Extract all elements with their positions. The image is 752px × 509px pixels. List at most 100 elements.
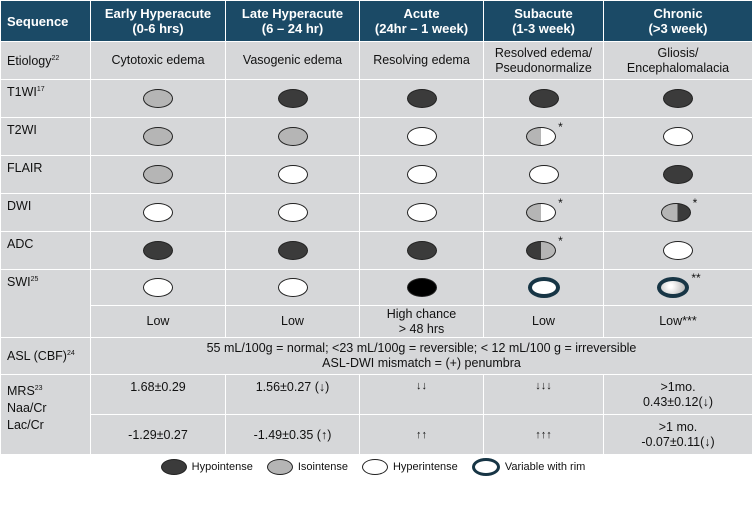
sequence-label: T2WI [0, 117, 91, 156]
signal-cell [603, 117, 752, 156]
footnote-star: * [558, 119, 563, 134]
asl-label: ASL (CBF)24 [0, 337, 91, 375]
signal-cell [90, 193, 226, 232]
signal-cell [225, 117, 360, 156]
signal-cell [90, 269, 226, 306]
mrs-lac-cell: >1 mo. -0.07±0.11(↓) [603, 414, 752, 455]
etiology-row: Etiology22 Cytotoxic edema Vasogenic ede… [0, 41, 752, 80]
signal-hypo-icon [406, 89, 437, 108]
asl-row: ASL (CBF)24 55 mL/100g = normal; <23 mL/… [0, 337, 752, 375]
signal-cell [90, 117, 226, 156]
signal-hyper-icon [406, 165, 437, 184]
signal-hyper-icon [663, 241, 693, 260]
signal-hyper-icon [143, 278, 173, 297]
signal-cell [225, 269, 360, 306]
signal-cell [225, 193, 360, 232]
legend-hypo-icon [160, 459, 187, 475]
legend-label: Hypointense [191, 461, 253, 473]
sequence-row-t2wi: T2WI * [0, 117, 752, 156]
signal-hypo-icon [143, 241, 173, 260]
signal-cell [483, 79, 604, 118]
signal-iso-hypo-icon [660, 203, 691, 222]
etiology-cell: Cytotoxic edema [90, 41, 226, 80]
etiology-cell: Vasogenic edema [225, 41, 360, 80]
mrs-lac-row: -1.29±0.27 -1.49±0.35 (↑) ↑↑ ↑↑↑ >1 mo. -… [1, 414, 752, 455]
swi-text-row: Low Low High chance > 48 hrs Low Low*** [0, 305, 752, 338]
swi-text-cell: Low*** [603, 305, 752, 338]
signal-rim-icon [527, 277, 560, 298]
signal-cell [603, 231, 752, 270]
legend-item-rim: Variable with rim [471, 458, 586, 476]
mrs-naa-cell: 1.56±0.27 (↓) [225, 374, 360, 415]
signal-hyper-icon [277, 278, 308, 297]
signal-hyper-icon [528, 165, 559, 184]
signal-cell [359, 231, 484, 270]
swi-text-cell: Low [225, 305, 360, 338]
signal-black-icon [406, 278, 437, 297]
signal-cell [483, 155, 604, 194]
mri-stroke-table: Sequence Early Hyperacute (0-6 hrs) Late … [0, 0, 752, 455]
footnote-star: * [558, 233, 563, 248]
signal-hypo-icon [277, 89, 308, 108]
etiology-cell: Resolving edema [359, 41, 484, 80]
signal-cell [359, 155, 484, 194]
sequence-row-dwi: DWI * * [0, 193, 752, 232]
legend-hyper-icon [361, 459, 388, 475]
sequence-row-t1wi: T1WI17 [0, 79, 752, 118]
signal-cell: ** [603, 269, 752, 306]
sequence-label: FLAIR [0, 155, 91, 194]
signal-hypo-icon [663, 89, 693, 108]
signal-cell: * [483, 117, 604, 156]
signal-cell [483, 269, 604, 306]
signal-hypo-icon [663, 165, 693, 184]
mrs-naa-cell: >1mo. 0.43±0.12(↓) [603, 374, 752, 415]
signal-cell: * [483, 231, 604, 270]
mrs-naa-cell: ↓↓↓ [483, 374, 604, 415]
sequence-row-flair: FLAIR [0, 155, 752, 194]
signal-cell: * [603, 193, 752, 232]
signal-cell [603, 79, 752, 118]
mrs-lac-cell: ↑↑↑ [483, 414, 604, 455]
signal-rimgrad-icon [657, 277, 690, 298]
header-sequence: Sequence [0, 0, 91, 42]
swi-text-cell: Low [483, 305, 604, 338]
legend-item-hyper: Hyperintense [361, 459, 458, 475]
footnote-star: * [692, 195, 698, 210]
signal-cell [90, 155, 226, 194]
mrs-lac-cell: ↑↑ [359, 414, 484, 455]
signal-hyper-icon [406, 127, 437, 146]
signal-iso-icon [143, 127, 173, 146]
sequence-label: ADC [0, 231, 91, 270]
legend-iso-icon [266, 459, 293, 475]
sequence-label: SWI25 [0, 269, 91, 306]
etiology-cell: Gliosis/Encephalomalacia [603, 41, 752, 80]
mrs-lac-cell: -1.49±0.35 (↑) [225, 414, 360, 455]
mrs-naa-cell: 1.68±0.29 [90, 374, 226, 415]
header-late-hyperacute: Late Hyperacute (6 – 24 hr) [225, 0, 360, 42]
signal-hyper-icon [406, 203, 437, 222]
signal-cell [90, 79, 226, 118]
signal-cell [225, 79, 360, 118]
signal-hyper-icon [143, 203, 173, 222]
signal-iso-icon [277, 127, 308, 146]
header-chronic: Chronic (>3 week) [603, 0, 752, 42]
signal-hyper-icon [277, 203, 308, 222]
signal-iso-hyper-icon [526, 203, 557, 222]
legend-label: Variable with rim [504, 461, 586, 473]
legend-label: Hyperintense [392, 461, 458, 473]
signal-hypo-iso-icon [526, 241, 557, 260]
signal-cell [359, 79, 484, 118]
signal-hypo-icon [277, 241, 308, 260]
mrs-naa-cell: ↓↓ [359, 374, 484, 415]
mrs-naa-row: MRS23 Naa/Cr Lac/Cr 1.68±0.29 1.56±0.27 … [0, 374, 752, 455]
signal-cell [359, 117, 484, 156]
legend-item-hypo: Hypointense [160, 459, 253, 475]
swi-text-cell: Low [90, 305, 226, 338]
signal-cell: * [483, 193, 604, 232]
signal-cell [225, 155, 360, 194]
signal-cell [359, 269, 484, 306]
swi-label-continued [0, 305, 91, 338]
sequence-label: DWI [0, 193, 91, 232]
signal-hypo-icon [528, 89, 559, 108]
etiology-cell: Resolved edema/Pseudonormalize [483, 41, 604, 80]
